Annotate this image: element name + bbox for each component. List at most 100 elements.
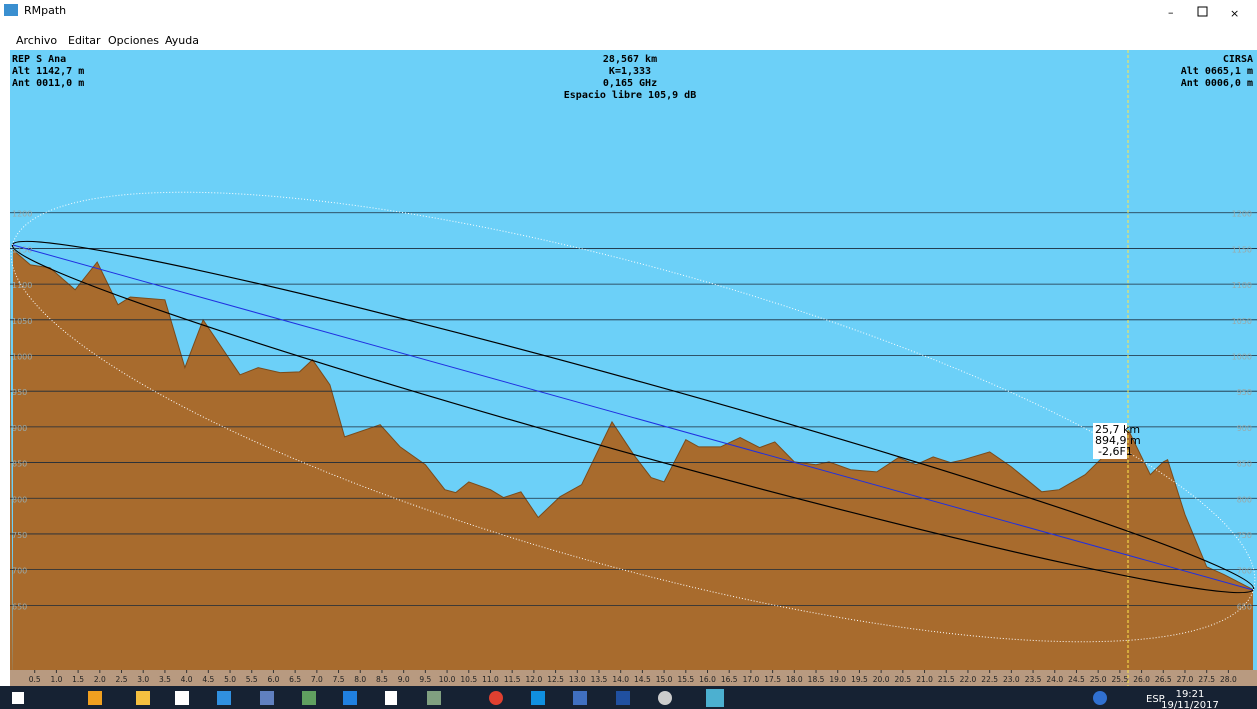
y-tick-label: 900 [1237, 424, 1252, 433]
x-tick-label: 3.0 [137, 675, 149, 684]
x-tick-label: 0.5 [29, 675, 41, 684]
cursor-clearance: -2,6F1 [1098, 445, 1133, 458]
app-icon[interactable] [175, 691, 189, 705]
x-tick-label: 25.0 [1090, 675, 1107, 684]
x-tick-label: 7.5 [333, 675, 345, 684]
app-icon[interactable] [616, 691, 630, 705]
site-a: REP S Ana [12, 54, 66, 65]
free-space-loss: Espacio libre 105,9 dB [564, 89, 696, 101]
x-tick-label: 13.5 [591, 675, 608, 684]
y-tick-label: 800 [12, 495, 27, 504]
x-tick-label: 3.5 [159, 675, 171, 684]
x-tick-label: 17.0 [743, 675, 760, 684]
x-tick-label: 18.0 [786, 675, 803, 684]
x-tick-label: 4.0 [181, 675, 193, 684]
x-tick-label: 20.0 [873, 675, 890, 684]
app-icon[interactable] [260, 691, 274, 705]
distance: 28,567 km [603, 54, 657, 65]
app-icon[interactable] [136, 691, 150, 705]
line-of-sight [12, 244, 1254, 591]
y-tick-label: 850 [1237, 460, 1252, 469]
start-button[interactable] [12, 692, 24, 704]
x-tick-label: 10.0 [439, 675, 456, 684]
y-tick-label: 700 [12, 567, 27, 576]
close-button[interactable]: × [1230, 7, 1239, 20]
minimize-button[interactable]: – [1168, 6, 1174, 19]
x-tick-label: 24.0 [1046, 675, 1063, 684]
y-tick-label: 950 [1237, 388, 1252, 397]
x-tick-label: 19.0 [829, 675, 846, 684]
x-tick-label: 15.0 [656, 675, 673, 684]
x-tick-label: 6.0 [267, 675, 279, 684]
site-b-ant: Ant 0006,0 m [1181, 78, 1253, 89]
y-tick-label: 1150 [12, 245, 32, 254]
y-tick-label: 1100 [1232, 281, 1252, 290]
x-tick-label: 9.0 [398, 675, 410, 684]
x-tick-label: 27.5 [1198, 675, 1215, 684]
clock-date[interactable]: 19/11/2017 [1161, 700, 1219, 709]
cursor-box [1093, 423, 1127, 459]
x-tick-label: 6.5 [289, 675, 301, 684]
x-tick-label: 5.5 [246, 675, 258, 684]
x-tick-label: 16.0 [699, 675, 716, 684]
x-tick-label: 14.5 [634, 675, 651, 684]
app-icon[interactable] [385, 691, 397, 705]
app-icon[interactable] [573, 691, 587, 705]
fresnel-outer [10, 191, 1256, 643]
x-tick-label: 11.0 [482, 675, 499, 684]
x-tick-label: 28.0 [1220, 675, 1237, 684]
x-tick-label: 1.0 [50, 675, 62, 684]
x-tick-label: 25.5 [1112, 675, 1129, 684]
x-tick-label: 18.5 [808, 675, 825, 684]
x-tick-label: 20.5 [894, 675, 911, 684]
x-tick-label: 5.0 [224, 675, 236, 684]
x-tick-label: 24.5 [1068, 675, 1085, 684]
k-factor: K=1,333 [609, 66, 651, 77]
menu-item[interactable]: Ayuda [165, 34, 199, 47]
y-tick-label: 1050 [12, 317, 32, 326]
x-tick-label: 21.0 [916, 675, 933, 684]
x-tick-label: 8.5 [376, 675, 388, 684]
x-axis-band [10, 670, 1257, 686]
app-icon[interactable] [531, 691, 545, 705]
y-tick-label: 700 [1237, 567, 1252, 576]
x-tick-label: 2.5 [116, 675, 128, 684]
x-tick-label: 15.5 [677, 675, 694, 684]
title-bar [0, 0, 1257, 33]
y-tick-label: 1150 [1232, 245, 1252, 254]
app-icon[interactable] [217, 691, 231, 705]
restore-button[interactable] [1197, 6, 1208, 17]
app-icon[interactable] [302, 691, 316, 705]
y-tick-label: 650 [12, 602, 27, 611]
menu-item[interactable]: Editar [68, 34, 101, 47]
app-icon [4, 4, 18, 16]
language[interactable]: ESP [1146, 694, 1165, 705]
y-tick-label: 1050 [1232, 317, 1252, 326]
terrain-profile [12, 249, 1254, 591]
app-icon[interactable] [88, 691, 102, 705]
cursor-distance: 25,7 km [1095, 423, 1140, 436]
clock-time[interactable]: 19:21 [1176, 689, 1205, 700]
x-tick-label: 12.5 [547, 675, 564, 684]
app-icon[interactable] [489, 691, 503, 705]
site-b: CIRSA [1223, 54, 1253, 65]
app-icon[interactable] [658, 691, 672, 705]
site-a-ant: Ant 0011,0 m [12, 78, 84, 89]
x-tick-label: 10.5 [460, 675, 477, 684]
help-icon[interactable] [1093, 691, 1107, 705]
app-icon[interactable] [343, 691, 357, 705]
menu-item[interactable]: Opciones [108, 34, 159, 47]
site-b-alt: Alt 0665,1 m [1181, 66, 1253, 77]
x-tick-label: 8.0 [354, 675, 366, 684]
x-tick-label: 13.0 [569, 675, 586, 684]
x-tick-label: 23.5 [1025, 675, 1042, 684]
menu-item[interactable]: Archivo [16, 34, 57, 47]
x-tick-label: 22.0 [960, 675, 977, 684]
app-icon[interactable] [706, 689, 724, 707]
app-icon[interactable] [427, 691, 441, 705]
y-tick-label: 750 [12, 531, 27, 540]
plot: 1200 1200 1150 1150 1100 1100 1050 1050 1000 1000… [10, 210, 1257, 686]
y-tick-label: 850 [12, 460, 27, 469]
